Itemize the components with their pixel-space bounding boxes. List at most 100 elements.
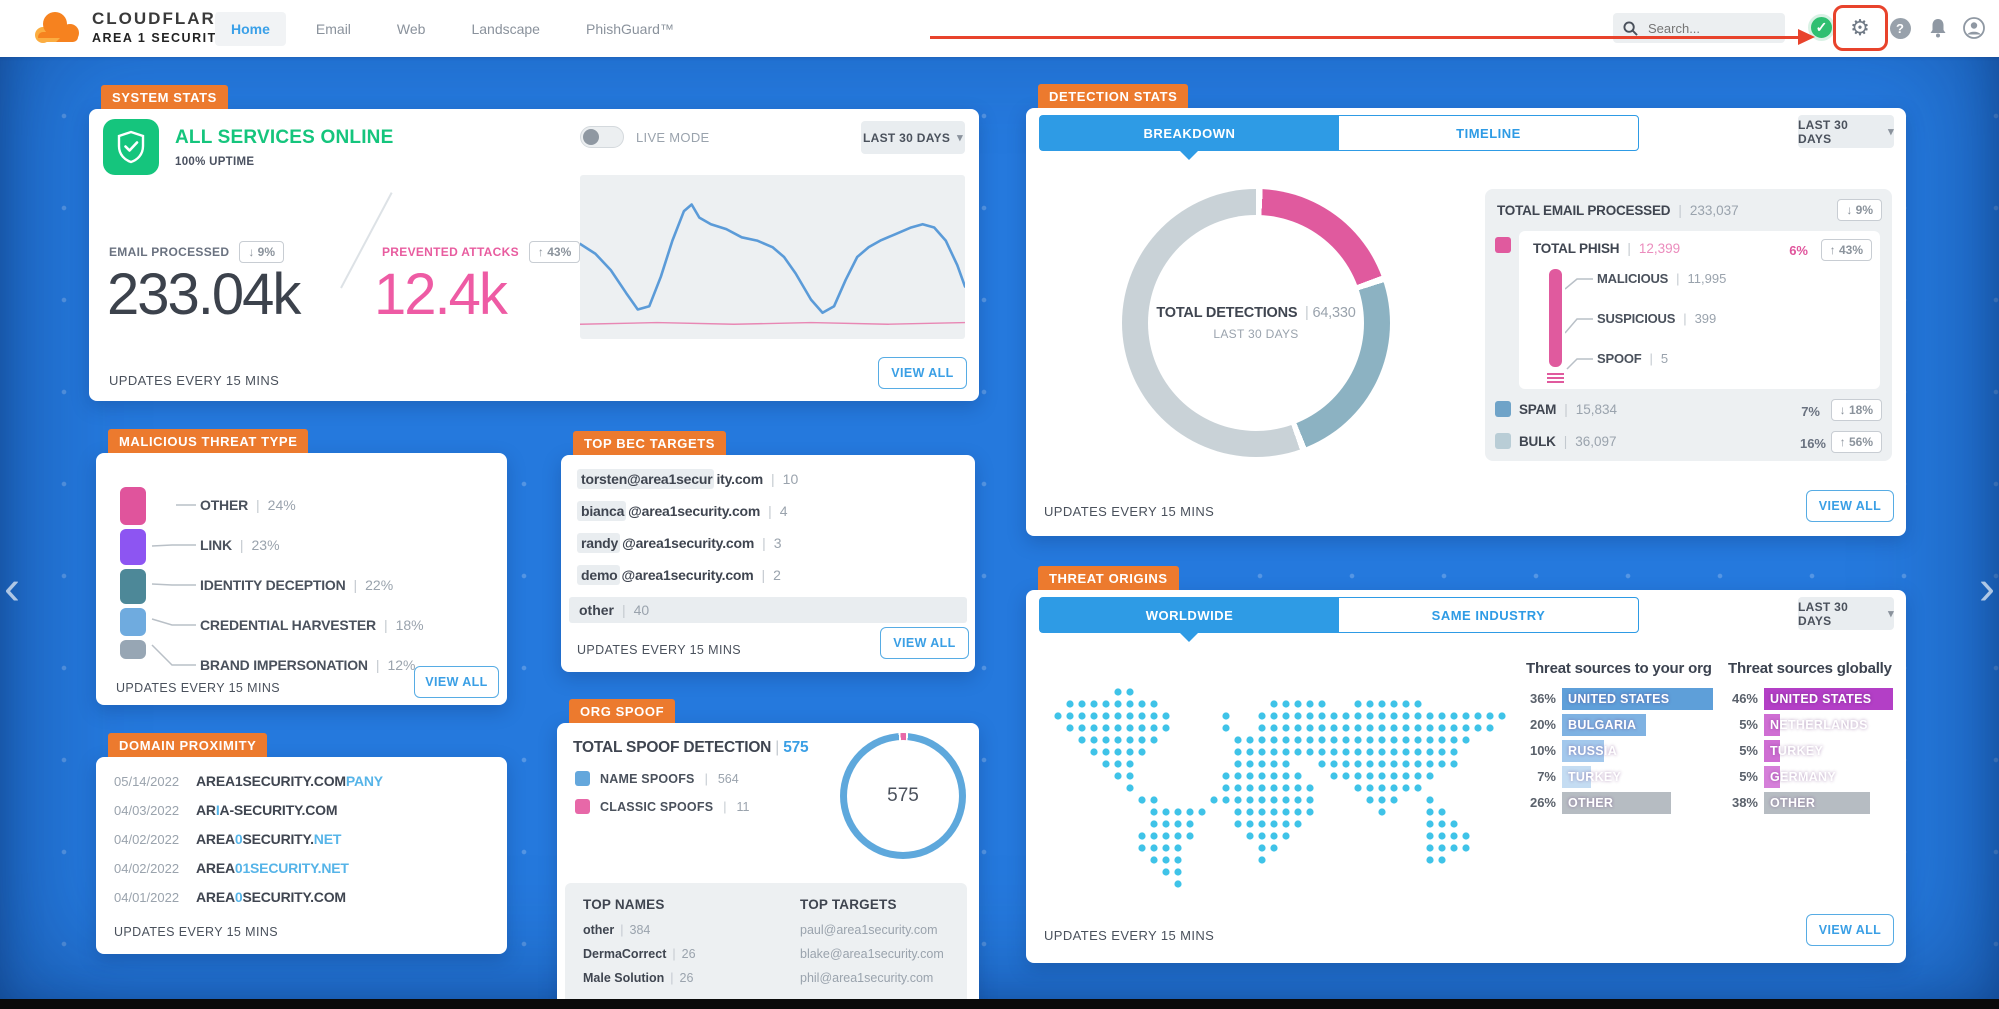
activity-sparkline-chart — [580, 175, 965, 339]
org-spoof-card: ORG SPOOF TOTAL SPOOF DETECTION | 575 NA… — [557, 699, 979, 1009]
updates-caption: UPDATES EVERY 15 MINS — [114, 925, 279, 939]
threat-type-segment — [120, 608, 146, 636]
brand-text: CLOUDFLARE AREA 1 SECURITY — [92, 9, 229, 45]
bottom-edge-bar — [0, 999, 1999, 1009]
nav-item-phishguard[interactable]: PhishGuard™ — [585, 20, 674, 37]
view-all-button[interactable]: VIEW ALL — [1806, 914, 1894, 946]
threat-type-segment — [120, 487, 146, 525]
domain-row: 04/03/2022 AR I A-SECURITY.COM — [114, 802, 338, 818]
origin-tabs: WORLDWIDE SAME INDUSTRY — [1039, 597, 1639, 633]
updates-caption: UPDATES EVERY 15 MINS — [1044, 928, 1215, 943]
domain-row: 04/01/2022 AREA 0 SECURITY.COM — [114, 889, 346, 905]
prev-page-chevron[interactable]: ‹ — [4, 562, 20, 615]
tab-same-industry[interactable]: SAME INDUSTRY — [1431, 607, 1546, 623]
spam-label: SPAM — [1519, 401, 1557, 417]
total-phish-value: 12,399 — [1638, 241, 1681, 256]
next-page-chevron[interactable]: › — [1979, 562, 1995, 615]
gear-icon[interactable]: ⚙ — [1850, 15, 1870, 40]
view-all-button[interactable]: VIEW ALL — [878, 357, 967, 389]
top-name-row: other | 384 — [583, 923, 651, 937]
total-phish-badge: ↑ 43% — [1820, 239, 1872, 261]
domain-date: 04/03/2022 — [114, 803, 180, 818]
spam-badge: ↓ 18% — [1830, 399, 1882, 421]
top-target-row: phil@area1security.com — [800, 971, 934, 985]
range-label: LAST 30 DAYS — [862, 130, 951, 145]
total-email-badge: ↓ 9% — [1837, 199, 1882, 221]
system-stats-card: SYSTEM STATS ALL SERVICES ONLINE 100% UP… — [89, 85, 979, 401]
total-email-value: 233,037 — [1689, 203, 1739, 218]
card-tab-system-stats: SYSTEM STATS — [101, 85, 228, 109]
range-dropdown[interactable]: LAST 30 DAYS ▾ — [1798, 597, 1894, 630]
nav-item-landscape[interactable]: Landscape — [471, 20, 540, 37]
spam-value: 15,834 — [1575, 401, 1618, 417]
origin-pct: 5% — [1739, 743, 1758, 758]
bec-count: 40 — [633, 602, 650, 618]
prevented-attacks-delta-badge: ↑ 43% — [528, 241, 581, 263]
user-icon[interactable] — [1962, 16, 1986, 40]
nav-item-email[interactable]: Email — [315, 20, 351, 37]
threat-type-row: OTHER | 24% — [200, 497, 296, 513]
range-dropdown[interactable]: LAST 30 DAYS ▾ — [1798, 115, 1894, 148]
suspicious-value: 399 — [1694, 311, 1717, 326]
origin-bar: UNITED STATES — [1562, 688, 1713, 710]
view-all-button[interactable]: VIEW ALL — [880, 627, 969, 659]
tab-timeline[interactable]: TIMELINE — [1456, 125, 1521, 141]
nav-item-home[interactable]: Home — [215, 11, 286, 46]
threat-type-row: BRAND IMPERSONATION | 12% — [200, 657, 416, 673]
bec-row: demo @area1security.com | 2 — [577, 565, 781, 585]
chevron-down-icon: ▾ — [1888, 126, 1894, 138]
total-phish-label: TOTAL PHISH — [1533, 241, 1620, 256]
domain-date: 04/02/2022 — [114, 861, 180, 876]
bec-other-row: other | 40 — [569, 597, 967, 623]
prevented-attacks-label: PREVENTED ATTACKS — [382, 245, 519, 259]
global-sources-title: Threat sources globally — [1728, 660, 1892, 677]
card-tab-detection-stats: DETECTION STATS — [1038, 84, 1189, 108]
domain-date: 04/02/2022 — [114, 832, 180, 847]
top-bec-targets-card: TOP BEC TARGETS torsten@area1secur ity.co… — [561, 431, 975, 672]
classic-spoofs-swatch — [575, 799, 590, 814]
chevron-down-icon: ▾ — [1888, 608, 1894, 620]
view-all-button[interactable]: VIEW ALL — [414, 666, 499, 698]
org-spoof-title: TOTAL SPOOF DETECTION | 575 — [573, 739, 809, 756]
top-target-row: blake@area1security.com — [800, 947, 944, 961]
origin-bar: OTHER — [1562, 792, 1671, 814]
active-tab-pointer — [1180, 151, 1198, 160]
origin-bar: UNITED STATES — [1764, 688, 1893, 710]
spoof-label: SPOOF — [1597, 351, 1642, 366]
main-nav: Home Email Web Landscape PhishGuard™ — [215, 0, 690, 57]
origin-bar: TURKEY — [1764, 740, 1823, 762]
legend-name-spoofs: NAME SPOOFS | 564 — [575, 771, 739, 786]
help-icon[interactable]: ? — [1888, 16, 1912, 40]
bell-icon[interactable] — [1926, 16, 1950, 40]
detections-donut-chart: TOTAL DETECTIONS | 64,330 LAST 30 DAYS — [1122, 189, 1390, 457]
threat-type-segment — [120, 640, 146, 659]
bec-count: 2 — [773, 567, 781, 583]
tab-breakdown[interactable]: BREAKDOWN — [1040, 116, 1339, 150]
range-label: LAST 30 DAYS — [1798, 599, 1849, 628]
brand-subtitle: AREA 1 SECURITY — [92, 31, 227, 45]
range-label: LAST 30 DAYS — [1798, 117, 1849, 146]
bec-row: torsten@area1secur ity.com | 10 — [577, 469, 798, 489]
spoof-donut-center: 575 — [887, 785, 919, 806]
detection-tabs: BREAKDOWN TIMELINE — [1039, 115, 1639, 151]
origin-pct: 36% — [1529, 691, 1556, 706]
phish-swatch — [1495, 237, 1511, 253]
bec-count: 4 — [779, 503, 788, 519]
updates-caption: UPDATES EVERY 15 MINS — [1044, 504, 1215, 519]
threat-type-row: IDENTITY DECEPTION | 22% — [200, 577, 394, 593]
search-input[interactable] — [1646, 19, 1770, 37]
spoof-donut-chart: 575 — [840, 733, 966, 859]
nav-item-web[interactable]: Web — [396, 20, 426, 37]
donut-center-label: TOTAL DETECTIONS — [1156, 305, 1298, 321]
annotation-arrow-line — [930, 36, 1802, 39]
range-dropdown[interactable]: LAST 30 DAYS ▾ — [861, 121, 965, 154]
legend-classic-spoofs: CLASSIC SPOOFS | 11 — [575, 799, 749, 814]
domain-row: 05/14/2022 AREA1SECURITY.COM PANY — [114, 773, 383, 789]
live-mode-toggle[interactable] — [580, 126, 624, 148]
top-names-title: TOP NAMES — [583, 897, 665, 912]
tab-worldwide[interactable]: WORLDWIDE — [1040, 598, 1339, 632]
total-phish-row: TOTAL PHISH | 12,399 — [1533, 241, 1681, 256]
view-all-button[interactable]: VIEW ALL — [1806, 490, 1894, 522]
spoof-detail-panel: TOP NAMES other | 384 DermaCorrect | 26 Male… — [565, 883, 967, 1009]
